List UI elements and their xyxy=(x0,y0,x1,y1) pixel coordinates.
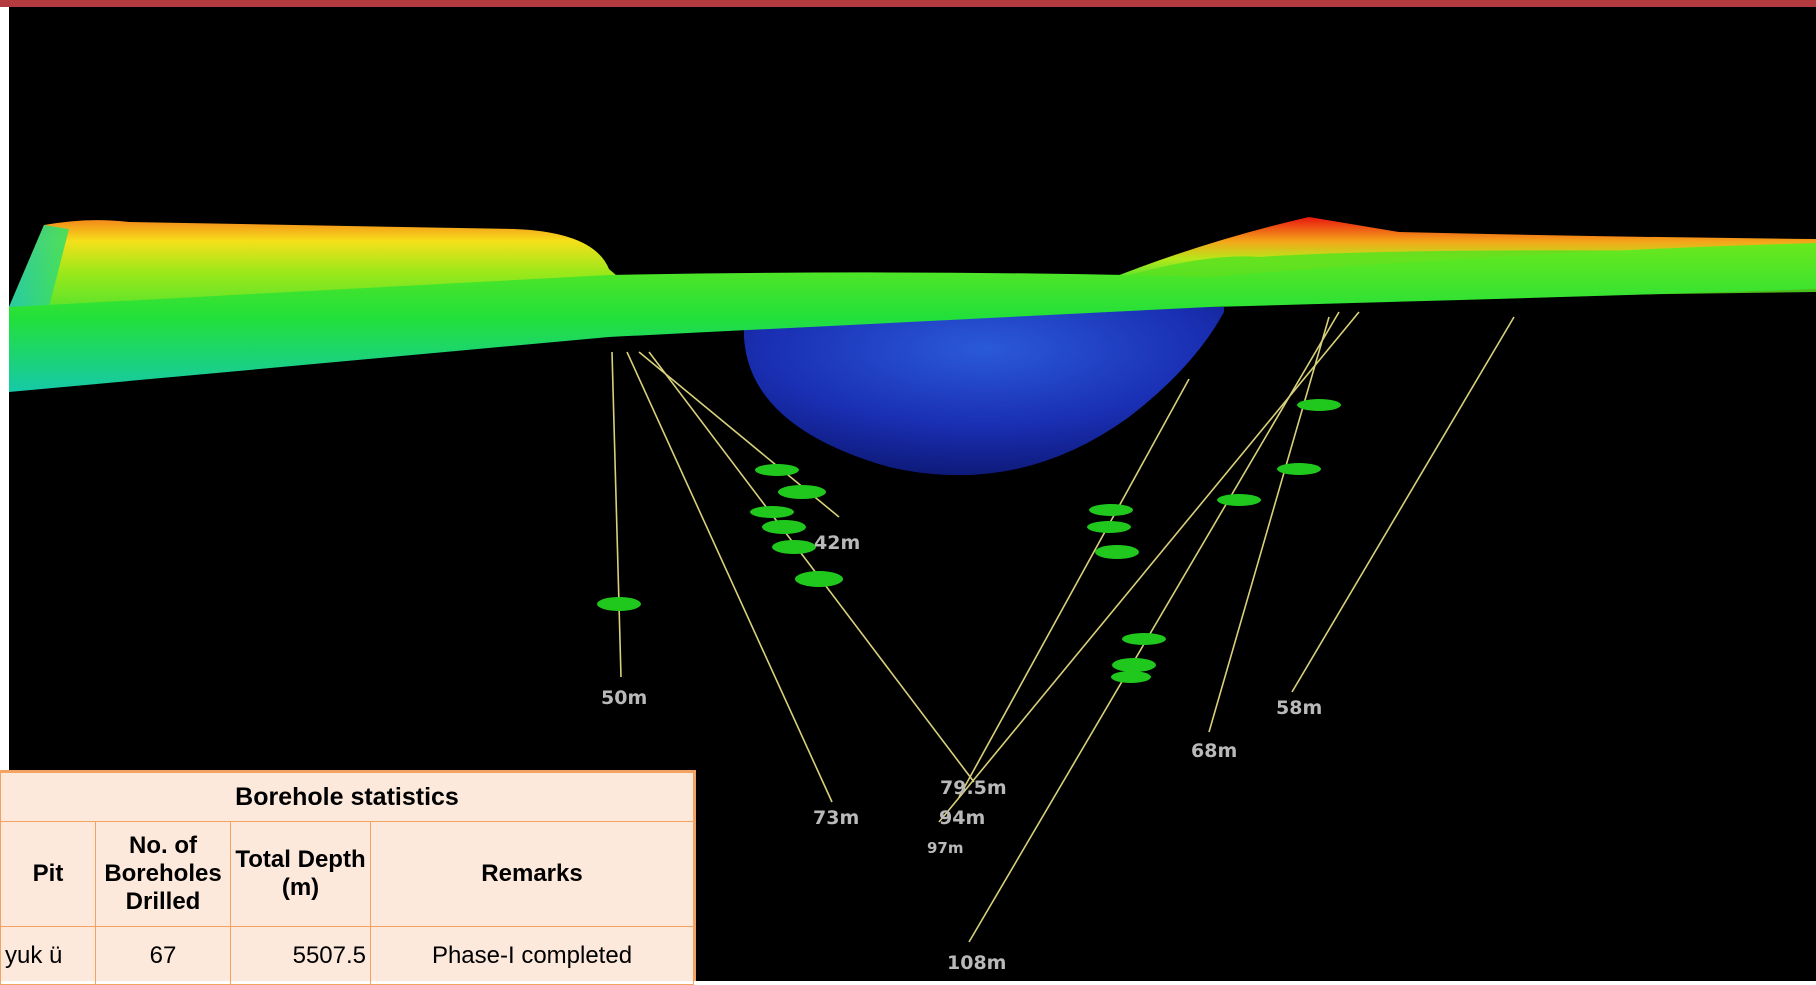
borehole-68m xyxy=(1208,316,1330,733)
cell-pit: yuk ü xyxy=(0,926,96,985)
ground-surface xyxy=(9,243,1816,392)
depth-label-97m: 97m xyxy=(927,839,964,857)
left-margin xyxy=(0,7,9,981)
depth-label-94m: 94m xyxy=(939,807,986,829)
borehole-79m xyxy=(648,351,975,783)
cell-boreholes: 67 xyxy=(95,926,231,985)
header-remarks: Remarks xyxy=(370,821,694,927)
table-row: yuk ü 67 5507.5 Phase-I completed xyxy=(0,926,694,985)
depth-label-108m: 108m xyxy=(947,952,1007,974)
header-pit: Pit xyxy=(0,821,96,927)
borehole-97m xyxy=(938,311,1360,823)
depth-label-73m: 73m xyxy=(813,807,860,829)
borehole-50m xyxy=(611,351,622,678)
left-hill-edge xyxy=(9,225,69,307)
header-depth: Total Depth (m) xyxy=(230,821,371,927)
pit-shape xyxy=(744,307,1224,476)
depth-label-79-5m: 79.5m xyxy=(940,777,1007,799)
borehole-58m xyxy=(1291,316,1515,693)
cell-remarks: Phase-I completed xyxy=(370,926,694,985)
borehole-statistics-table: Borehole statistics Pit No. of Boreholes… xyxy=(0,770,696,985)
depth-label-42m: 42m xyxy=(814,532,861,554)
borehole-traces xyxy=(611,311,1515,943)
borehole-73m xyxy=(626,351,833,803)
ore-intercepts xyxy=(597,399,1341,683)
depth-label-50m: 50m xyxy=(601,687,648,709)
table-title: Borehole statistics xyxy=(0,772,694,822)
cell-depth: 5507.5 xyxy=(230,926,371,985)
header-boreholes: No. of Boreholes Drilled xyxy=(95,821,231,927)
depth-label-58m: 58m xyxy=(1276,697,1323,719)
borehole-108m xyxy=(968,311,1340,943)
borehole-94m xyxy=(958,378,1190,798)
depth-label-68m: 68m xyxy=(1191,740,1238,762)
top-accent-bar xyxy=(0,0,1816,7)
terrain-model-svg xyxy=(9,217,1816,943)
